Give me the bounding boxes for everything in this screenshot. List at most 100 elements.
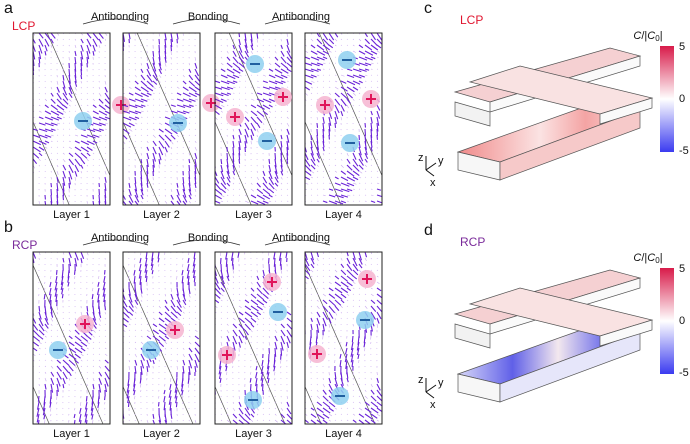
field-arrow: [376, 158, 378, 160]
field-arrow: [152, 128, 155, 131]
field-arrow: [127, 377, 130, 386]
field-arrow: [305, 62, 313, 66]
field-arrow: [194, 347, 200, 356]
field-arrow: [98, 353, 101, 355]
field-arrow: [274, 299, 276, 301]
field-arrow: [256, 188, 264, 195]
panel-letter: b: [4, 219, 13, 236]
field-arrow: [334, 188, 343, 192]
field-arrow: [86, 140, 95, 145]
field-arrow: [146, 158, 149, 168]
field-arrow: [268, 110, 272, 113]
field-arrow: [226, 275, 230, 282]
field-arrow: [370, 140, 373, 148]
field-arrow: [286, 194, 289, 196]
field-arrow: [352, 401, 355, 403]
field-arrow: [220, 176, 227, 185]
field-arrow: [322, 287, 325, 290]
field-arrow: [358, 44, 364, 49]
field-arrow: [250, 323, 255, 328]
field-arrow: [98, 104, 106, 111]
field-arrow: [194, 182, 197, 189]
field-arrow: [286, 158, 289, 164]
field-arrow: [334, 377, 339, 387]
field-arrow: [346, 86, 355, 93]
field-arrow: [50, 371, 55, 377]
field-arrow: [262, 323, 264, 325]
field-arrow: [220, 164, 224, 173]
field-arrow: [92, 200, 95, 205]
field-arrow: [188, 188, 192, 196]
field-arrow: [280, 128, 283, 132]
field-arrow: [226, 299, 228, 301]
field-arrow: [316, 407, 324, 413]
field-arrow: [38, 317, 44, 327]
field-arrow: [238, 182, 240, 184]
layer-map: [122, 32, 201, 206]
field-arrow: [238, 287, 240, 289]
field-arrow: [50, 158, 52, 160]
field-arrow: [250, 275, 252, 278]
field-arrow: [80, 110, 83, 112]
field-arrow: [238, 401, 242, 408]
field-arrow: [346, 311, 348, 314]
field-arrow: [310, 389, 312, 392]
field-arrow: [164, 146, 168, 153]
field-arrow: [194, 299, 196, 302]
field-arrow: [158, 33, 160, 37]
field-arrow: [346, 413, 349, 415]
field-arrow: [364, 419, 372, 424]
field-arrow: [262, 80, 268, 84]
field-arrow: [134, 311, 137, 314]
field-arrow: [194, 317, 197, 319]
field-arrow: [80, 92, 82, 95]
field-arrow: [286, 74, 290, 77]
field-arrow: [158, 158, 161, 165]
field-arrow: [328, 275, 331, 278]
field-arrow: [50, 359, 53, 362]
field-arrow: [86, 98, 88, 100]
layer-frame: [32, 251, 111, 425]
field-arrow: [346, 194, 351, 197]
field-arrow: [146, 134, 149, 137]
field-arrow: [328, 413, 333, 417]
field-arrow: [62, 104, 68, 109]
field-arrow: [194, 164, 197, 174]
field-arrow: [44, 323, 49, 329]
field-arrow: [182, 317, 185, 319]
field-arrow: [316, 68, 322, 71]
field-arrow: [262, 293, 269, 299]
field-arrow: [164, 134, 172, 142]
field-arrow: [74, 158, 81, 167]
field-arrow: [352, 170, 360, 176]
field-arrow: [176, 299, 182, 308]
slab-edge: [33, 120, 70, 205]
field-arrow: [280, 341, 284, 351]
field-arrow: [268, 164, 272, 172]
field-arrow: [250, 122, 256, 131]
field-arrow: [146, 86, 154, 92]
field-arrow: [74, 152, 82, 160]
field-arrow: [74, 146, 82, 152]
field-arrow: [188, 341, 192, 345]
field-arrow: [104, 377, 109, 387]
field-arrow: [86, 347, 89, 350]
colorbar-tick-label: -5: [679, 145, 689, 157]
field-arrow: [146, 62, 150, 69]
field-arrow: [244, 194, 248, 197]
field-arrow: [98, 347, 100, 349]
field-arrow: [152, 80, 158, 85]
field-arrow: [92, 335, 95, 338]
field-arrow: [268, 293, 272, 297]
field-arrow: [226, 176, 231, 183]
field-arrow: [182, 104, 192, 109]
field-arrow: [376, 377, 380, 384]
field-arrow: [146, 305, 148, 307]
field-arrow: [164, 152, 167, 157]
field-arrow: [334, 50, 337, 52]
field-arrow: [256, 33, 259, 39]
field-arrow: [226, 293, 229, 295]
field-arrow: [152, 335, 161, 342]
field-arrow: [42, 401, 46, 411]
field-arrow: [352, 275, 358, 280]
